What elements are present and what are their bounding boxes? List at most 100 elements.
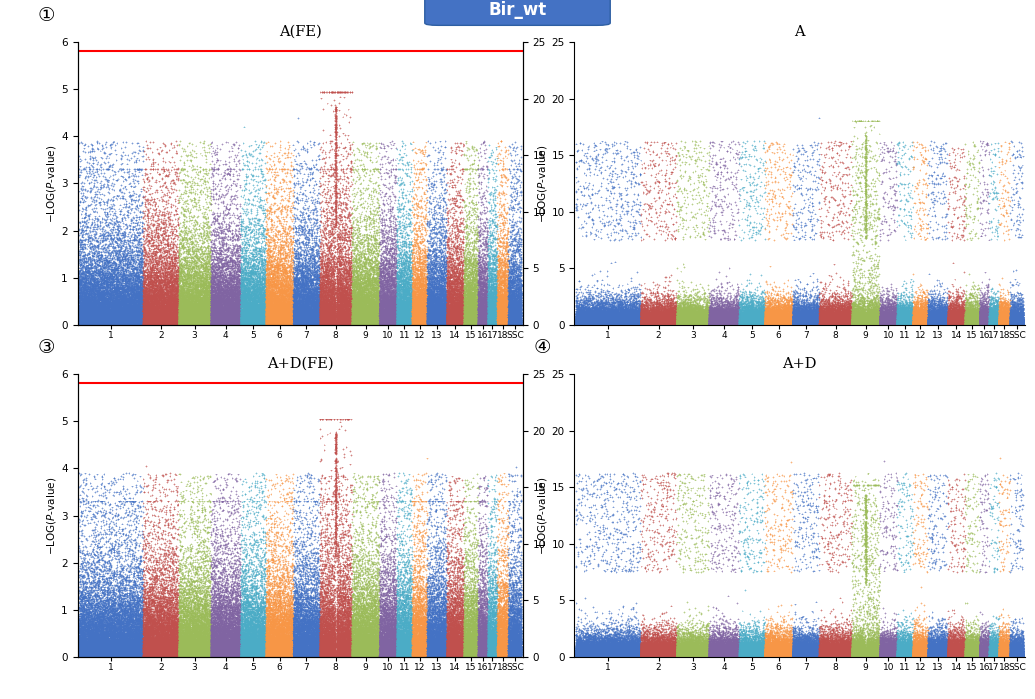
Point <box>846 311 862 322</box>
Point <box>203 319 219 330</box>
Point <box>967 637 983 649</box>
Point <box>238 617 255 628</box>
Point <box>503 625 520 636</box>
Point <box>650 318 667 329</box>
Point <box>863 648 880 659</box>
Point <box>573 305 590 316</box>
Point <box>753 316 770 327</box>
Point <box>368 268 385 280</box>
Point <box>307 596 324 607</box>
Point <box>198 631 214 642</box>
Point <box>160 229 177 240</box>
Point <box>244 282 261 294</box>
Point <box>71 623 88 634</box>
Point <box>873 315 889 326</box>
Point <box>932 315 948 326</box>
Point <box>313 570 329 581</box>
Point <box>418 645 435 656</box>
Point <box>160 625 177 636</box>
Point <box>460 317 476 328</box>
Point <box>380 557 396 568</box>
Point <box>346 631 362 642</box>
Point <box>972 314 988 325</box>
Point <box>640 563 656 575</box>
Point <box>318 298 334 310</box>
Point <box>955 651 972 662</box>
Point <box>147 282 164 294</box>
Point <box>615 626 631 637</box>
Point <box>257 606 273 617</box>
Point <box>188 633 205 644</box>
Point <box>105 629 121 640</box>
Point <box>590 545 607 556</box>
Point <box>907 637 923 649</box>
Point <box>975 315 992 326</box>
Point <box>175 303 191 315</box>
Point <box>785 625 801 636</box>
Point <box>155 642 172 654</box>
Point <box>73 631 90 642</box>
Point <box>169 294 185 305</box>
Point <box>107 640 123 651</box>
Point <box>701 640 717 651</box>
Point <box>504 640 521 651</box>
Point <box>711 317 728 329</box>
Point <box>873 630 889 641</box>
Point <box>512 614 529 625</box>
Point <box>269 294 286 305</box>
Point <box>762 318 778 329</box>
Point <box>111 596 127 607</box>
Point <box>497 634 513 645</box>
Point <box>865 651 882 662</box>
Point <box>845 651 861 662</box>
Point <box>383 621 400 632</box>
Point <box>115 635 131 646</box>
Point <box>411 618 427 629</box>
Point <box>995 630 1011 642</box>
Point <box>972 649 988 660</box>
Point <box>322 596 338 607</box>
Point <box>111 628 127 640</box>
Point <box>951 310 968 322</box>
Point <box>928 647 945 658</box>
Point <box>215 316 232 327</box>
Point <box>409 318 425 329</box>
Point <box>959 312 976 323</box>
Point <box>576 645 593 656</box>
Point <box>430 301 446 312</box>
Point <box>741 651 758 662</box>
Point <box>976 651 993 662</box>
Point <box>478 319 495 330</box>
Point <box>383 224 400 235</box>
Point <box>600 319 617 331</box>
Point <box>664 643 681 654</box>
Point <box>600 649 617 660</box>
Point <box>736 311 752 322</box>
Point <box>266 614 283 625</box>
Point <box>194 301 210 312</box>
Point <box>989 315 1006 326</box>
Point <box>628 307 645 318</box>
Point <box>795 649 811 661</box>
Point <box>777 318 794 329</box>
Point <box>758 316 774 327</box>
Point <box>93 250 110 261</box>
Point <box>240 626 257 637</box>
Point <box>309 305 326 316</box>
Point <box>668 319 684 331</box>
Point <box>588 639 604 650</box>
Point <box>474 648 491 659</box>
Point <box>664 642 681 653</box>
Point <box>411 625 427 636</box>
Point <box>442 642 459 653</box>
Point <box>179 307 196 318</box>
Point <box>639 641 655 652</box>
Point <box>572 314 589 325</box>
Point <box>306 188 323 199</box>
Point <box>877 646 893 657</box>
Point <box>276 648 293 659</box>
Point <box>466 278 482 289</box>
Point <box>139 235 155 246</box>
Point <box>431 311 447 322</box>
Point <box>268 311 285 322</box>
